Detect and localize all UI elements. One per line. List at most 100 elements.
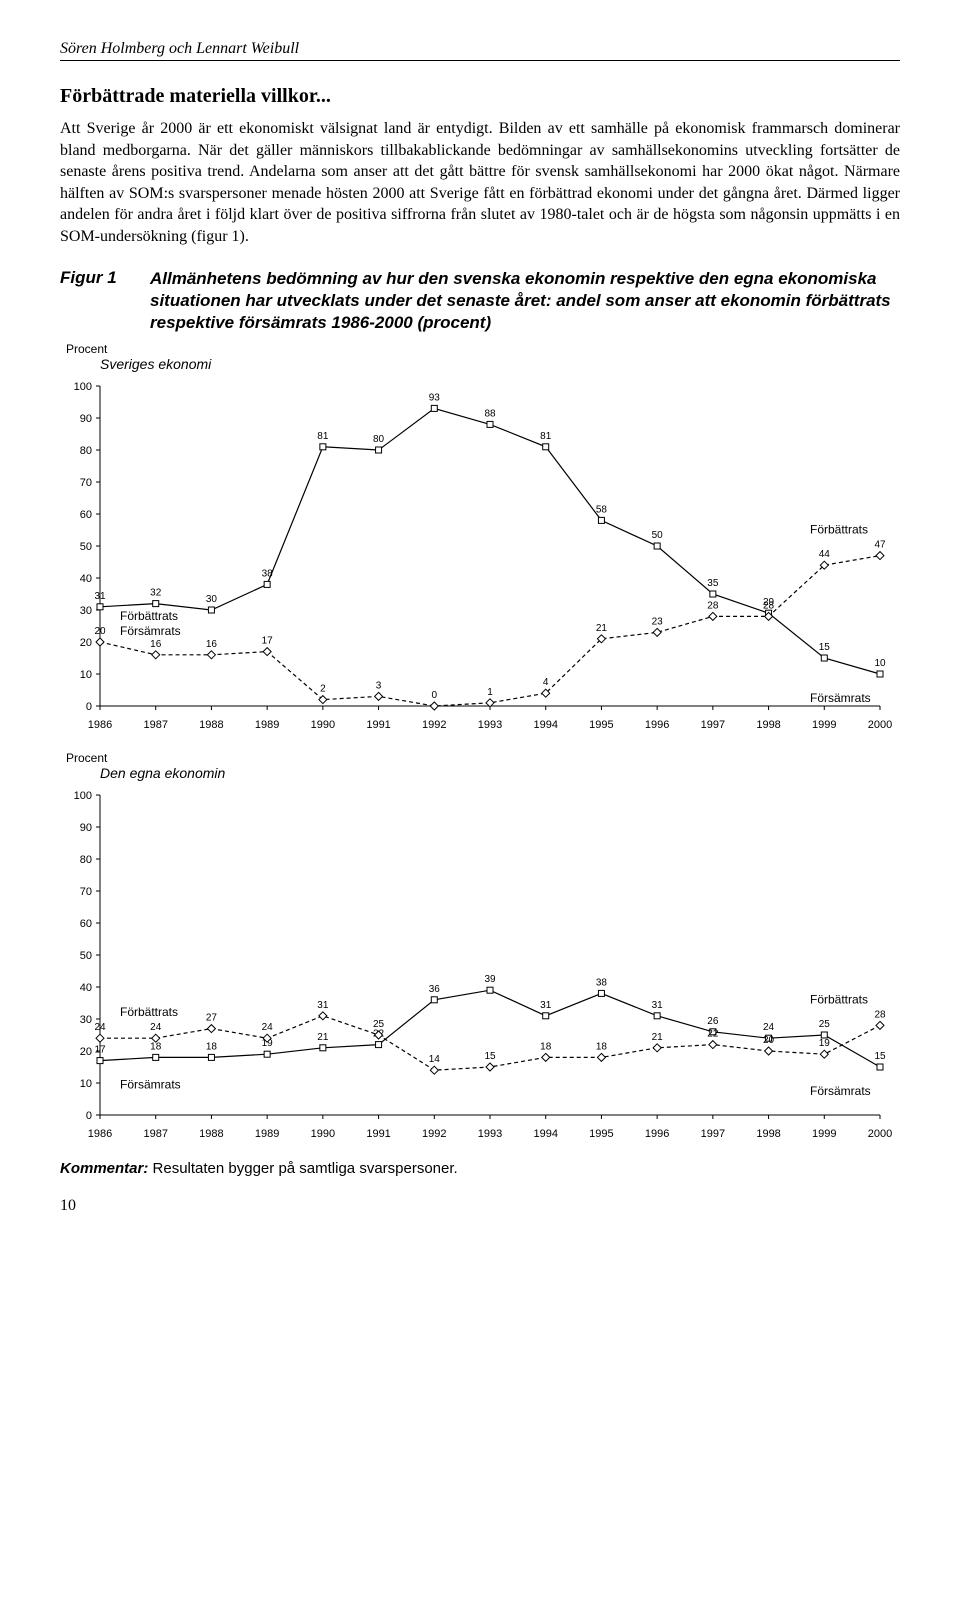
svg-text:81: 81 bbox=[317, 431, 329, 442]
svg-text:0: 0 bbox=[432, 690, 438, 701]
svg-text:24: 24 bbox=[262, 1022, 274, 1033]
svg-text:39: 39 bbox=[484, 974, 496, 985]
svg-text:15: 15 bbox=[874, 1051, 886, 1062]
svg-text:18: 18 bbox=[206, 1041, 218, 1052]
svg-text:14: 14 bbox=[429, 1054, 441, 1065]
svg-text:40: 40 bbox=[80, 573, 92, 585]
svg-text:100: 100 bbox=[74, 790, 92, 802]
section-title: Förbättrade materiella villkor... bbox=[60, 85, 900, 108]
svg-text:50: 50 bbox=[80, 541, 92, 553]
svg-text:Försämrats: Försämrats bbox=[120, 624, 181, 638]
svg-text:28: 28 bbox=[707, 600, 719, 611]
svg-text:10: 10 bbox=[80, 1078, 92, 1090]
svg-text:24: 24 bbox=[150, 1022, 162, 1033]
svg-text:36: 36 bbox=[429, 984, 441, 995]
svg-text:23: 23 bbox=[652, 616, 664, 627]
svg-text:20: 20 bbox=[94, 626, 106, 637]
svg-text:32: 32 bbox=[150, 587, 162, 598]
svg-text:25: 25 bbox=[373, 1019, 385, 1030]
chart1-svg: 0102030405060708090100198619871988198919… bbox=[60, 376, 900, 736]
svg-text:58: 58 bbox=[596, 504, 608, 515]
chart-1: Procent Sveriges ekonomi 010203040506070… bbox=[60, 342, 900, 741]
svg-text:44: 44 bbox=[819, 549, 831, 560]
chart2-subtitle: Den egna ekonomin bbox=[100, 765, 900, 781]
svg-text:1988: 1988 bbox=[199, 719, 223, 731]
svg-text:2000: 2000 bbox=[868, 1128, 892, 1140]
svg-text:4: 4 bbox=[543, 677, 549, 688]
chart1-subtitle: Sveriges ekonomi bbox=[100, 356, 900, 372]
svg-text:18: 18 bbox=[540, 1041, 552, 1052]
svg-text:1991: 1991 bbox=[366, 1128, 390, 1140]
svg-text:1986: 1986 bbox=[88, 1128, 112, 1140]
svg-text:1997: 1997 bbox=[701, 719, 725, 731]
svg-text:28: 28 bbox=[763, 600, 775, 611]
kommentar-label: Kommentar: bbox=[60, 1160, 148, 1177]
kommentar: Kommentar: Resultaten bygger på samtliga… bbox=[60, 1160, 900, 1177]
chart-2: Procent Den egna ekonomin 01020304050607… bbox=[60, 751, 900, 1150]
svg-text:90: 90 bbox=[80, 822, 92, 834]
svg-text:1989: 1989 bbox=[255, 1128, 279, 1140]
svg-text:88: 88 bbox=[484, 408, 496, 419]
svg-text:20: 20 bbox=[80, 637, 92, 649]
svg-text:26: 26 bbox=[707, 1016, 719, 1027]
svg-text:0: 0 bbox=[86, 1110, 92, 1122]
svg-text:10: 10 bbox=[80, 669, 92, 681]
svg-text:60: 60 bbox=[80, 509, 92, 521]
svg-text:1: 1 bbox=[487, 687, 493, 698]
svg-text:21: 21 bbox=[317, 1032, 329, 1043]
svg-text:1987: 1987 bbox=[143, 1128, 167, 1140]
svg-text:1990: 1990 bbox=[311, 719, 335, 731]
svg-text:35: 35 bbox=[707, 578, 719, 589]
svg-text:1992: 1992 bbox=[422, 719, 446, 731]
svg-text:24: 24 bbox=[763, 1022, 775, 1033]
figure-label: Figur 1 bbox=[60, 268, 150, 334]
svg-text:30: 30 bbox=[206, 594, 218, 605]
svg-text:80: 80 bbox=[80, 445, 92, 457]
svg-text:Försämrats: Försämrats bbox=[810, 691, 871, 705]
page-number: 10 bbox=[60, 1197, 900, 1215]
svg-text:17: 17 bbox=[94, 1044, 106, 1055]
svg-text:1990: 1990 bbox=[311, 1128, 335, 1140]
svg-text:30: 30 bbox=[80, 1014, 92, 1026]
svg-text:1998: 1998 bbox=[756, 719, 780, 731]
svg-text:1994: 1994 bbox=[533, 719, 557, 731]
svg-text:Förbättrats: Förbättrats bbox=[810, 992, 868, 1006]
svg-text:15: 15 bbox=[484, 1051, 496, 1062]
figure-heading: Figur 1 Allmänhetens bedömning av hur de… bbox=[60, 268, 900, 334]
svg-text:31: 31 bbox=[94, 591, 106, 602]
svg-text:1997: 1997 bbox=[701, 1128, 725, 1140]
svg-text:40: 40 bbox=[80, 982, 92, 994]
svg-text:31: 31 bbox=[540, 1000, 552, 1011]
svg-text:1988: 1988 bbox=[199, 1128, 223, 1140]
svg-text:0: 0 bbox=[86, 701, 92, 713]
svg-text:21: 21 bbox=[652, 1032, 664, 1043]
svg-text:2000: 2000 bbox=[868, 719, 892, 731]
svg-text:1994: 1994 bbox=[533, 1128, 557, 1140]
svg-text:100: 100 bbox=[74, 381, 92, 393]
chart2-ylabel: Procent bbox=[66, 751, 900, 765]
svg-text:70: 70 bbox=[80, 477, 92, 489]
svg-text:80: 80 bbox=[80, 854, 92, 866]
svg-text:47: 47 bbox=[874, 539, 886, 550]
svg-text:Försämrats: Försämrats bbox=[810, 1084, 871, 1098]
svg-text:50: 50 bbox=[652, 530, 664, 541]
svg-text:10: 10 bbox=[874, 658, 886, 669]
svg-text:1992: 1992 bbox=[422, 1128, 446, 1140]
svg-text:1995: 1995 bbox=[589, 1128, 613, 1140]
svg-text:17: 17 bbox=[262, 635, 274, 646]
svg-text:1996: 1996 bbox=[645, 719, 669, 731]
svg-text:20: 20 bbox=[80, 1046, 92, 1058]
svg-text:1995: 1995 bbox=[589, 719, 613, 731]
svg-text:15: 15 bbox=[819, 642, 831, 653]
svg-text:1989: 1989 bbox=[255, 719, 279, 731]
svg-text:3: 3 bbox=[376, 680, 382, 691]
svg-text:1993: 1993 bbox=[478, 1128, 502, 1140]
header-authors: Sören Holmberg och Lennart Weibull bbox=[60, 40, 900, 61]
svg-text:16: 16 bbox=[206, 639, 218, 650]
body-paragraph: Att Sverige år 2000 är ett ekonomiskt vä… bbox=[60, 118, 900, 248]
svg-text:18: 18 bbox=[596, 1041, 608, 1052]
figure-caption: Allmänhetens bedömning av hur den svensk… bbox=[150, 268, 900, 334]
svg-text:1991: 1991 bbox=[366, 719, 390, 731]
svg-text:1998: 1998 bbox=[756, 1128, 780, 1140]
svg-text:60: 60 bbox=[80, 918, 92, 930]
